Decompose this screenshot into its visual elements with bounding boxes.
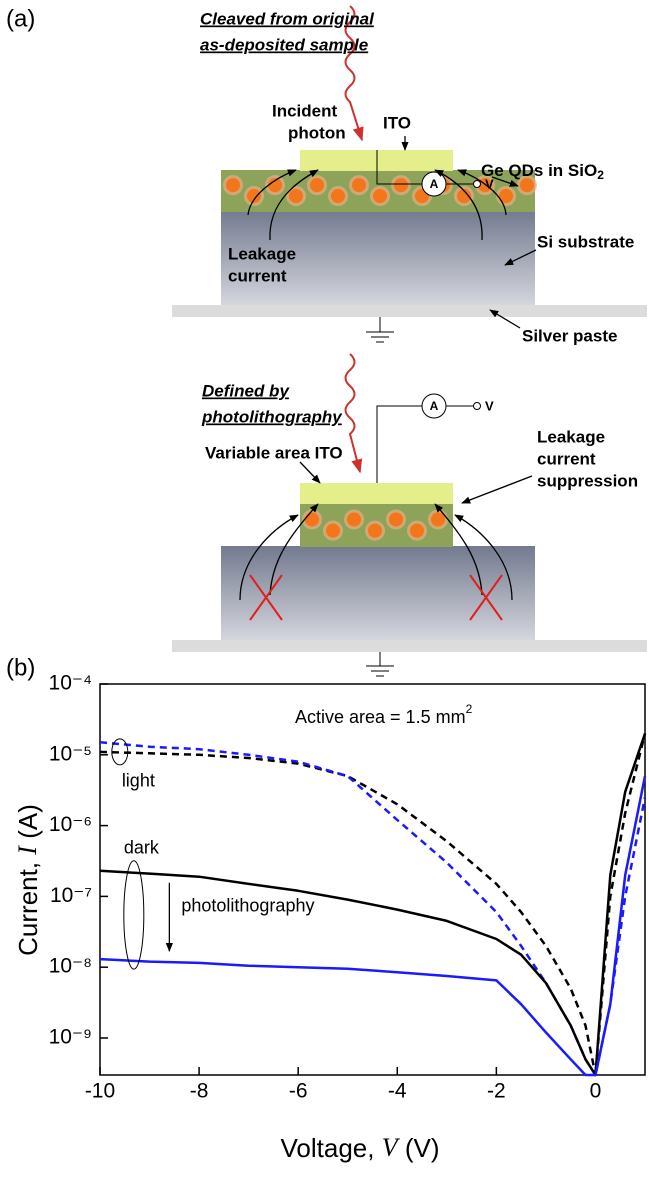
wire	[377, 406, 473, 483]
heading: Defined by	[202, 381, 290, 400]
terminal	[474, 403, 481, 410]
label-text: Ge QDs in SiO	[481, 161, 597, 180]
voltage-label: V	[485, 398, 494, 413]
heading: photolithography	[201, 407, 343, 426]
quantum-dot	[330, 188, 347, 205]
x-tick-label: -10	[85, 1080, 115, 1103]
quantum-dot	[372, 188, 389, 205]
label: current	[228, 266, 287, 285]
silver-paste	[172, 305, 647, 317]
device-diagram: (a) A V Cleaved from original as-deposit…	[6, 5, 647, 681]
label: photon	[288, 123, 346, 142]
x-tick-label: -4	[388, 1080, 407, 1103]
quantum-dot	[325, 522, 342, 539]
label: suppression	[537, 471, 638, 490]
label: Leakage	[228, 244, 296, 263]
y-label-text: Current,	[13, 855, 43, 956]
y-axis-label: Current, I (A)	[13, 804, 43, 956]
y-label-unit: (A)	[13, 804, 43, 846]
quantum-dot	[498, 188, 515, 205]
terminal	[474, 181, 481, 188]
x-tick-label: -6	[289, 1080, 308, 1103]
y-tick-label: 10⁻⁸	[49, 955, 92, 978]
annotation: dark	[124, 838, 160, 858]
label: ITO	[383, 113, 411, 132]
x-tick-label: -8	[190, 1080, 209, 1103]
annotation-text: Active area = 1.5 mm	[295, 707, 466, 727]
heading: as-deposited sample	[200, 35, 368, 54]
series-line	[100, 776, 645, 1075]
quantum-dot	[246, 188, 263, 205]
x-axis-label: Voltage, V (V)	[281, 1133, 440, 1163]
panel-label: (b)	[6, 654, 35, 681]
label: Silver paste	[522, 326, 617, 345]
superscript: 2	[466, 702, 473, 716]
quantum-dot	[409, 522, 426, 539]
quantum-dot	[304, 511, 321, 528]
annotation: light	[122, 771, 155, 791]
ammeter-label: A	[430, 177, 439, 191]
quantum-dot	[388, 511, 405, 528]
quantum-dot	[393, 177, 410, 194]
panel-label: (a)	[6, 5, 35, 32]
quantum-dot	[346, 511, 363, 528]
photon	[346, 354, 361, 472]
label: Leakage	[537, 427, 605, 446]
annotation: photolithography	[181, 896, 314, 916]
figure: (a) A V Cleaved from original as-deposit…	[0, 0, 649, 1178]
y-tick-label: 10⁻⁴	[49, 672, 92, 695]
quantum-dot	[351, 177, 368, 194]
silver-paste	[172, 640, 647, 652]
annotation: Active area = 1.5 mm2	[295, 702, 473, 727]
label: current	[537, 449, 596, 468]
x-label-unit: (V)	[398, 1133, 440, 1163]
label: Si substrate	[537, 232, 634, 251]
subscript: 2	[597, 168, 604, 182]
ground	[366, 317, 394, 342]
ito	[300, 483, 453, 504]
quantum-dot	[367, 522, 384, 539]
quantum-dot	[225, 177, 242, 194]
x-label-text: Voltage,	[281, 1133, 382, 1163]
x-tick-label: -2	[487, 1080, 506, 1103]
y-tick-label: 10⁻⁵	[49, 742, 92, 765]
y-tick-label: 10⁻⁶	[49, 813, 92, 836]
label: Variable area ITO	[205, 443, 343, 462]
heading: Cleaved from original	[200, 9, 375, 28]
ground	[366, 652, 394, 676]
x-tick-label: 0	[590, 1080, 602, 1103]
annotation-ellipse	[124, 861, 144, 969]
ammeter-label: A	[430, 399, 439, 413]
quantum-dot	[309, 177, 326, 194]
y-tick-label: 10⁻⁹	[49, 1026, 92, 1049]
y-tick-label: 10⁻⁷	[50, 884, 92, 907]
plot-frame	[100, 684, 645, 1075]
label: Incident	[272, 101, 338, 120]
